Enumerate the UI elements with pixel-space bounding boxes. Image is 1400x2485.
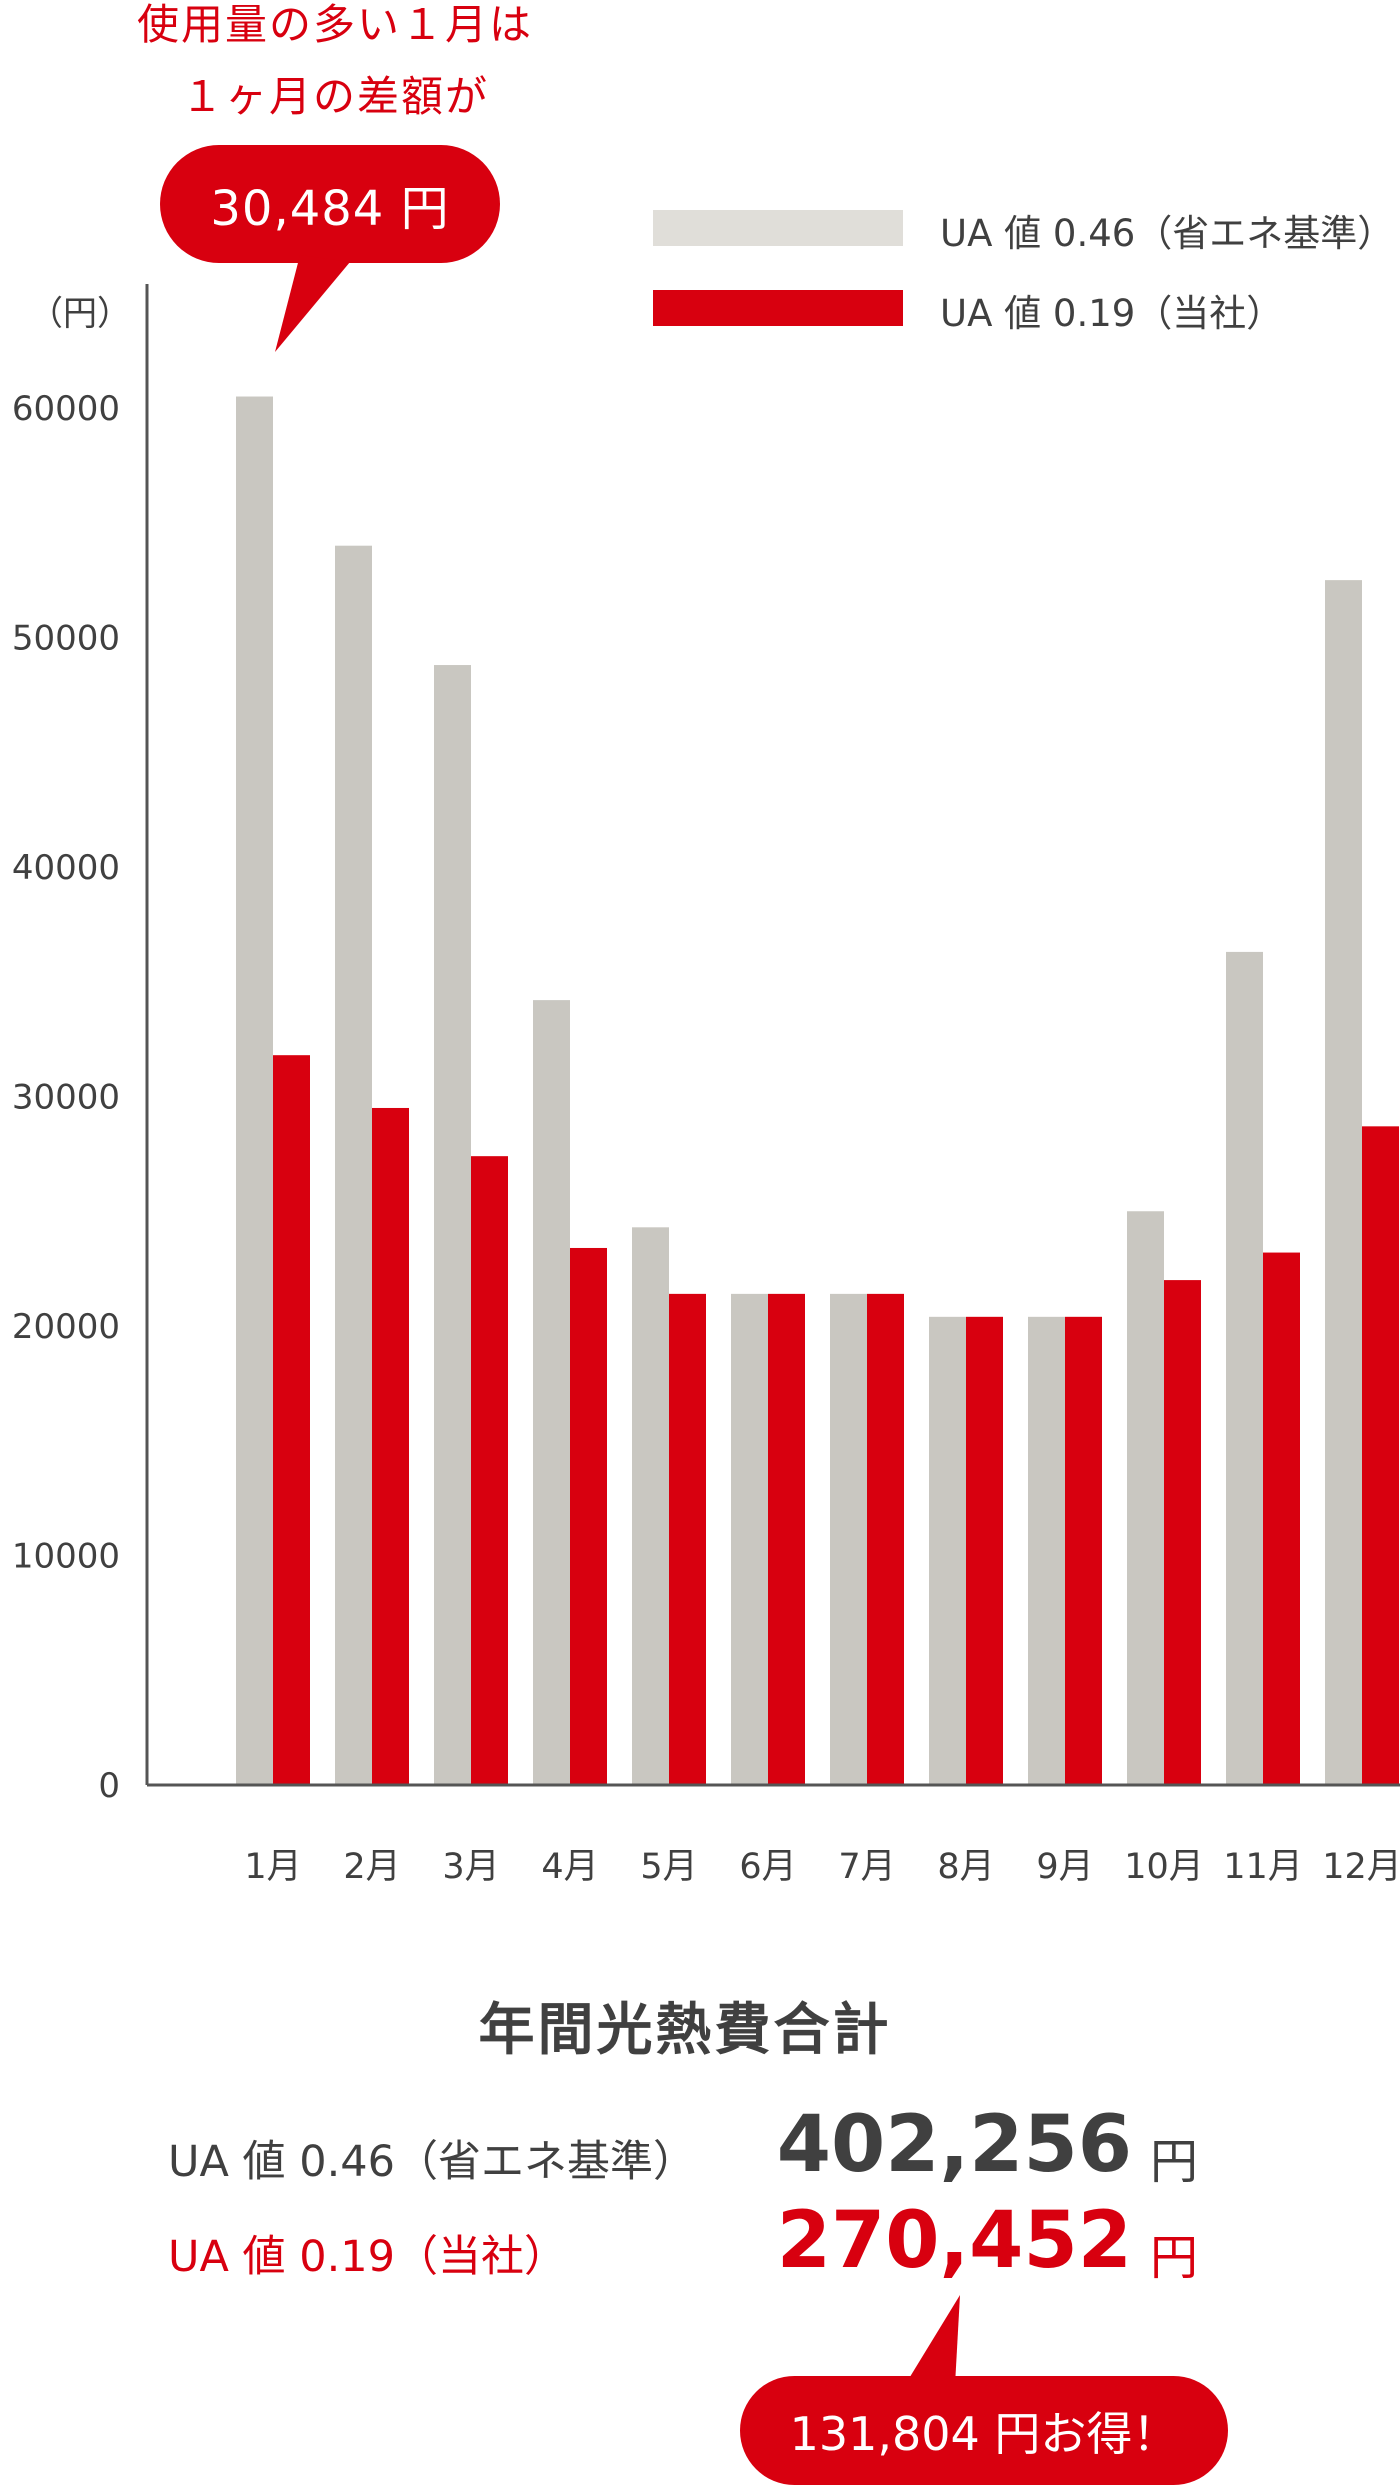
headline-line-2: １ヶ月の差額が	[180, 72, 489, 121]
january-difference-value: 30,484 円	[210, 181, 450, 237]
y-axis-unit-label: （円）	[29, 294, 131, 334]
bar-standard-4	[533, 1000, 570, 1785]
y-tick-labels: 0 10000 20000 30000 40000 50000 60000	[12, 389, 120, 1806]
bar-company-8	[966, 1316, 1003, 1785]
monthly-cost-bar-chart: （円） 0 10000 20000 30000 40000 50000 60000 1月 2月…	[12, 255, 1400, 1887]
bar-company-12	[1362, 1126, 1399, 1785]
savings-pointer	[905, 2295, 960, 2385]
savings-callout-text: 131,804 円お得！	[789, 2406, 1179, 2461]
bar-standard-9	[1028, 1316, 1065, 1785]
bar-standard-2	[335, 545, 372, 1786]
x-tick-labels: 1月 2月 3月 4月 5月 6月 7月 8月 9月 10月 11月 12月	[244, 1847, 1400, 1887]
savings-callout: 131,804 円お得！	[740, 2376, 1228, 2485]
bar-company-7	[867, 1293, 904, 1785]
x-tick-label: 10月	[1124, 1847, 1204, 1887]
annual-total-title: 年間光熱費合計	[478, 1998, 892, 2063]
x-tick-label: 2月	[343, 1847, 400, 1887]
x-tick-label: 8月	[937, 1847, 994, 1887]
summary-label-company: UA 値 0.19（当社）	[168, 2232, 567, 2282]
bar-standard-5	[632, 1227, 669, 1785]
y-tick-label: 30000	[12, 1078, 120, 1118]
bar-company-4	[570, 1247, 607, 1785]
bar-company-1	[273, 1055, 310, 1785]
bar-standard-12	[1325, 580, 1362, 1785]
summary-value-company: 270,452	[776, 2196, 1132, 2286]
bar-standard-7	[830, 1293, 867, 1785]
bar-company-5	[669, 1293, 706, 1785]
y-tick-label: 20000	[12, 1307, 120, 1347]
x-tick-label: 6月	[739, 1847, 796, 1887]
x-tick-label: 7月	[838, 1847, 895, 1887]
callout-pointer	[275, 255, 350, 352]
summary-label-standard: UA 値 0.46（省エネ基準）	[168, 2137, 696, 2187]
legend-swatch-company	[653, 290, 903, 326]
x-tick-label: 3月	[442, 1847, 499, 1887]
january-difference-callout: 30,484 円	[160, 145, 500, 263]
y-tick-label: 10000	[12, 1537, 120, 1577]
y-tick-label: 40000	[12, 848, 120, 888]
bars-group	[236, 396, 1399, 1786]
bar-standard-1	[236, 396, 273, 1785]
bar-standard-10	[1127, 1211, 1164, 1785]
bar-standard-3	[434, 665, 471, 1785]
bar-company-10	[1164, 1280, 1201, 1785]
headline-line-1: 使用量の多い１月は	[136, 0, 533, 49]
legend-label-company: UA 値 0.19（当社）	[940, 292, 1284, 335]
bar-company-3	[471, 1156, 508, 1785]
x-tick-label: 9月	[1036, 1847, 1093, 1887]
summary-unit-standard: 円	[1150, 2134, 1199, 2190]
y-tick-label: 0	[98, 1766, 120, 1806]
savings-pointer-svg	[905, 2295, 960, 2385]
bar-standard-8	[929, 1316, 966, 1785]
summary-unit-company: 円	[1150, 2230, 1199, 2286]
legend-swatch-standard	[653, 210, 903, 246]
x-tick-label: 5月	[640, 1847, 697, 1887]
x-tick-label: 12月	[1322, 1847, 1400, 1887]
x-tick-label: 1月	[244, 1847, 301, 1887]
bar-company-2	[372, 1107, 409, 1785]
x-tick-label: 4月	[541, 1847, 598, 1887]
bar-company-11	[1263, 1252, 1300, 1785]
summary-value-standard: 402,256	[776, 2100, 1132, 2190]
bar-standard-11	[1226, 951, 1263, 1785]
bar-company-9	[1065, 1316, 1102, 1785]
x-tick-label: 11月	[1223, 1847, 1303, 1887]
legend-label-standard: UA 値 0.46（省エネ基準）	[940, 212, 1395, 255]
y-tick-label: 50000	[12, 619, 120, 659]
bar-company-6	[768, 1293, 805, 1785]
bar-standard-6	[731, 1293, 768, 1785]
y-tick-label: 60000	[12, 389, 120, 429]
